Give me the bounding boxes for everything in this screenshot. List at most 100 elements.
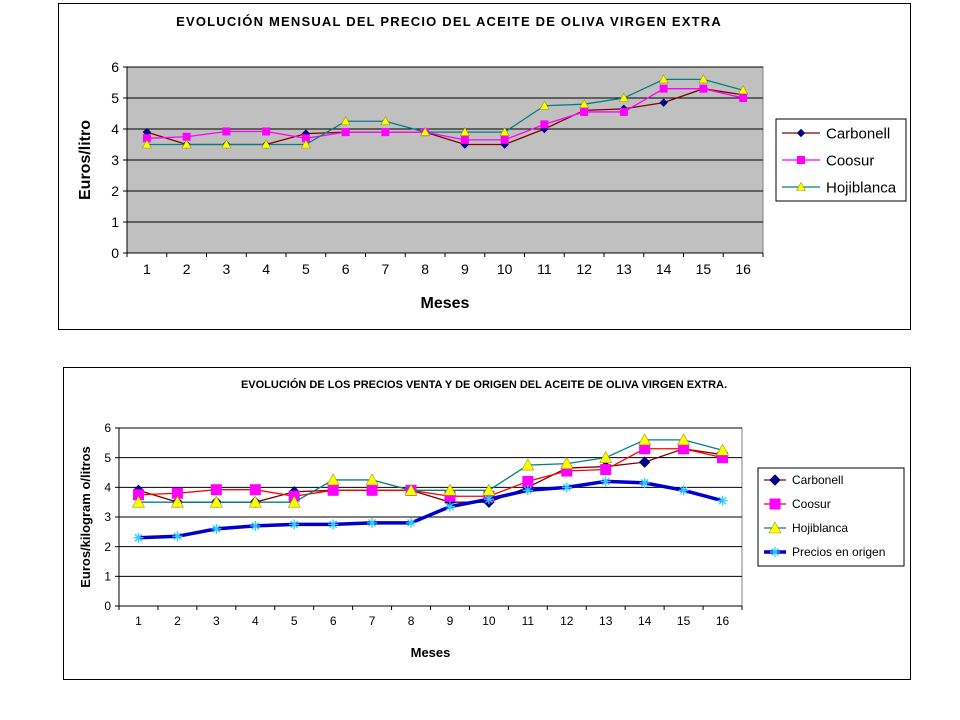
y-tick-label: 6	[104, 421, 111, 435]
x-tick-label: 4	[252, 614, 259, 628]
y-tick-label: 5	[111, 90, 119, 106]
data-point	[500, 135, 509, 144]
data-point	[659, 98, 668, 107]
x-tick-label: 15	[677, 614, 691, 628]
x-tick-label: 11	[522, 614, 535, 628]
x-tick-label: 10	[482, 614, 496, 628]
data-point	[341, 128, 350, 137]
x-tick-label: 14	[638, 614, 652, 628]
legend-marker	[795, 181, 807, 191]
data-point	[699, 84, 708, 93]
x-tick-label: 5	[302, 261, 310, 277]
y-tick-label: 6	[111, 59, 119, 75]
y-tick-label: 1	[111, 214, 119, 230]
data-point	[381, 128, 390, 137]
y-axis-title: Euros/litro	[77, 120, 94, 200]
data-point	[483, 494, 494, 505]
data-point	[618, 92, 629, 102]
data-point	[404, 483, 418, 496]
data-point	[658, 74, 669, 84]
data-point	[367, 517, 378, 528]
data-point	[659, 84, 668, 93]
legend-entry: Carbonell	[782, 125, 890, 142]
data-point	[328, 519, 339, 530]
series-line	[138, 439, 723, 503]
series-hojiblanca	[131, 433, 730, 508]
data-point	[499, 126, 510, 136]
data-point	[182, 132, 191, 141]
data-point	[326, 473, 340, 486]
data-point	[638, 456, 651, 468]
chart-sale-vs-origin-svg: EVOLUCIÓN DE LOS PRECIOS VENTA Y DE ORIG…	[78, 378, 905, 660]
series-coosur	[142, 84, 748, 144]
data-point	[443, 483, 457, 496]
x-tick-label: 7	[381, 261, 389, 277]
data-point	[639, 443, 651, 455]
x-tick-label: 3	[222, 261, 230, 277]
series-line	[138, 448, 723, 497]
x-tick-label: 15	[696, 261, 712, 277]
x-tick-label: 13	[616, 261, 632, 277]
data-point	[289, 519, 300, 530]
data-point	[340, 116, 351, 126]
data-point	[738, 85, 749, 95]
data-point	[170, 495, 184, 508]
data-point	[639, 477, 650, 488]
y-tick-label: 2	[104, 540, 111, 554]
legend-marker	[769, 474, 781, 486]
data-point	[211, 523, 222, 534]
legend-entry: Carbonell	[764, 473, 843, 487]
y-tick-label: 1	[104, 570, 111, 584]
x-tick-label: 7	[369, 614, 376, 628]
data-point	[678, 485, 689, 496]
data-point	[365, 473, 379, 486]
data-point	[560, 456, 574, 469]
data-point	[698, 74, 709, 84]
legend-marker	[796, 128, 806, 138]
legend-label: Hojiblanca	[826, 179, 897, 196]
data-point	[600, 476, 611, 487]
series-line	[138, 479, 723, 540]
data-point	[539, 100, 550, 110]
data-point	[522, 475, 534, 487]
data-point	[141, 139, 152, 149]
data-point	[287, 495, 301, 508]
legend-marker	[768, 521, 782, 534]
series-hojiblanca	[141, 74, 749, 149]
y-tick-label: 2	[111, 183, 119, 199]
data-point	[210, 484, 222, 496]
x-tick-label: 8	[421, 261, 429, 277]
legend-label: Carbonell	[826, 125, 890, 142]
data-point	[181, 139, 192, 149]
data-point	[599, 451, 613, 463]
data-point	[131, 495, 145, 508]
data-point	[717, 495, 728, 506]
chart-title: EVOLUCIÓN DE LOS PRECIOS VENTA Y DE ORIG…	[241, 378, 727, 391]
data-point	[261, 139, 272, 149]
legend	[757, 467, 905, 567]
legend-marker	[769, 498, 781, 510]
x-tick-label: 10	[497, 261, 513, 277]
x-tick-label: 13	[599, 614, 613, 628]
data-point	[172, 531, 183, 542]
legend-entry: Hojiblanca	[764, 521, 848, 535]
x-tick-label: 6	[330, 614, 337, 628]
x-tick-label: 12	[576, 261, 592, 277]
x-tick-label: 3	[213, 614, 220, 628]
x-tick-label: 8	[408, 614, 415, 628]
legend-label: Precios en origen	[792, 545, 885, 559]
y-tick-label: 5	[104, 451, 111, 465]
data-point	[561, 482, 572, 493]
chart-monthly-price-svg: EVOLUCIÓN MENSUAL DEL PRECIO DEL ACEITE …	[77, 14, 907, 312]
chart-monthly-price: EVOLUCIÓN MENSUAL DEL PRECIO DEL ACEITE …	[58, 3, 911, 330]
legend-entry: Precios en origen	[764, 545, 885, 559]
y-tick-label: 0	[111, 245, 119, 261]
data-point	[133, 532, 144, 543]
data-point	[366, 484, 378, 496]
y-tick-label: 4	[111, 121, 119, 137]
data-point	[739, 94, 748, 102]
x-axis-title: Meses	[411, 645, 451, 660]
data-point	[579, 99, 590, 108]
x-tick-label: 9	[461, 261, 469, 277]
data-point	[420, 126, 431, 136]
